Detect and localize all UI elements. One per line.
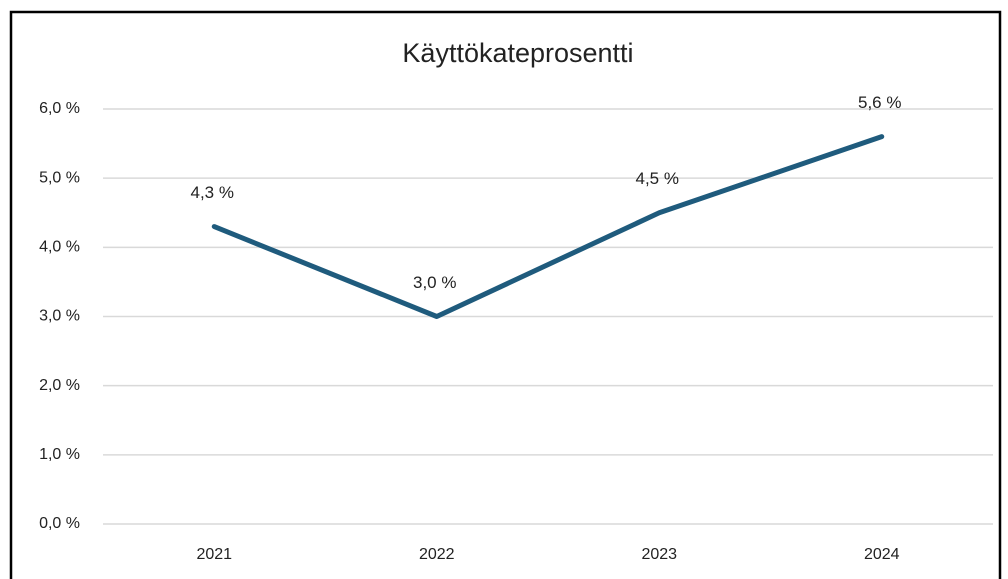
- chart-border: [9, 10, 1002, 579]
- data-label: 5,6 %: [858, 93, 901, 112]
- x-tick-label: 2022: [419, 546, 455, 563]
- y-tick-label: 6,0 %: [39, 100, 80, 117]
- x-tick-label: 2024: [864, 546, 900, 563]
- y-tick-label: 3,0 %: [39, 308, 80, 325]
- data-label: 3,0 %: [413, 273, 456, 292]
- y-tick-label: 1,0 %: [39, 446, 80, 463]
- y-tick-label: 2,0 %: [39, 377, 80, 394]
- chart-title: Käyttökateprosentti: [402, 38, 633, 68]
- data-line: [211, 134, 885, 319]
- x-tick-label: 2023: [641, 546, 677, 563]
- y-tick-label: 5,0 %: [39, 169, 80, 186]
- x-tick-label: 2021: [196, 546, 232, 563]
- y-tick-label: 0,0 %: [39, 515, 80, 532]
- data-label: 4,5 %: [636, 169, 679, 188]
- data-label: 4,3 %: [191, 183, 234, 202]
- y-tick-label: 4,0 %: [39, 239, 80, 256]
